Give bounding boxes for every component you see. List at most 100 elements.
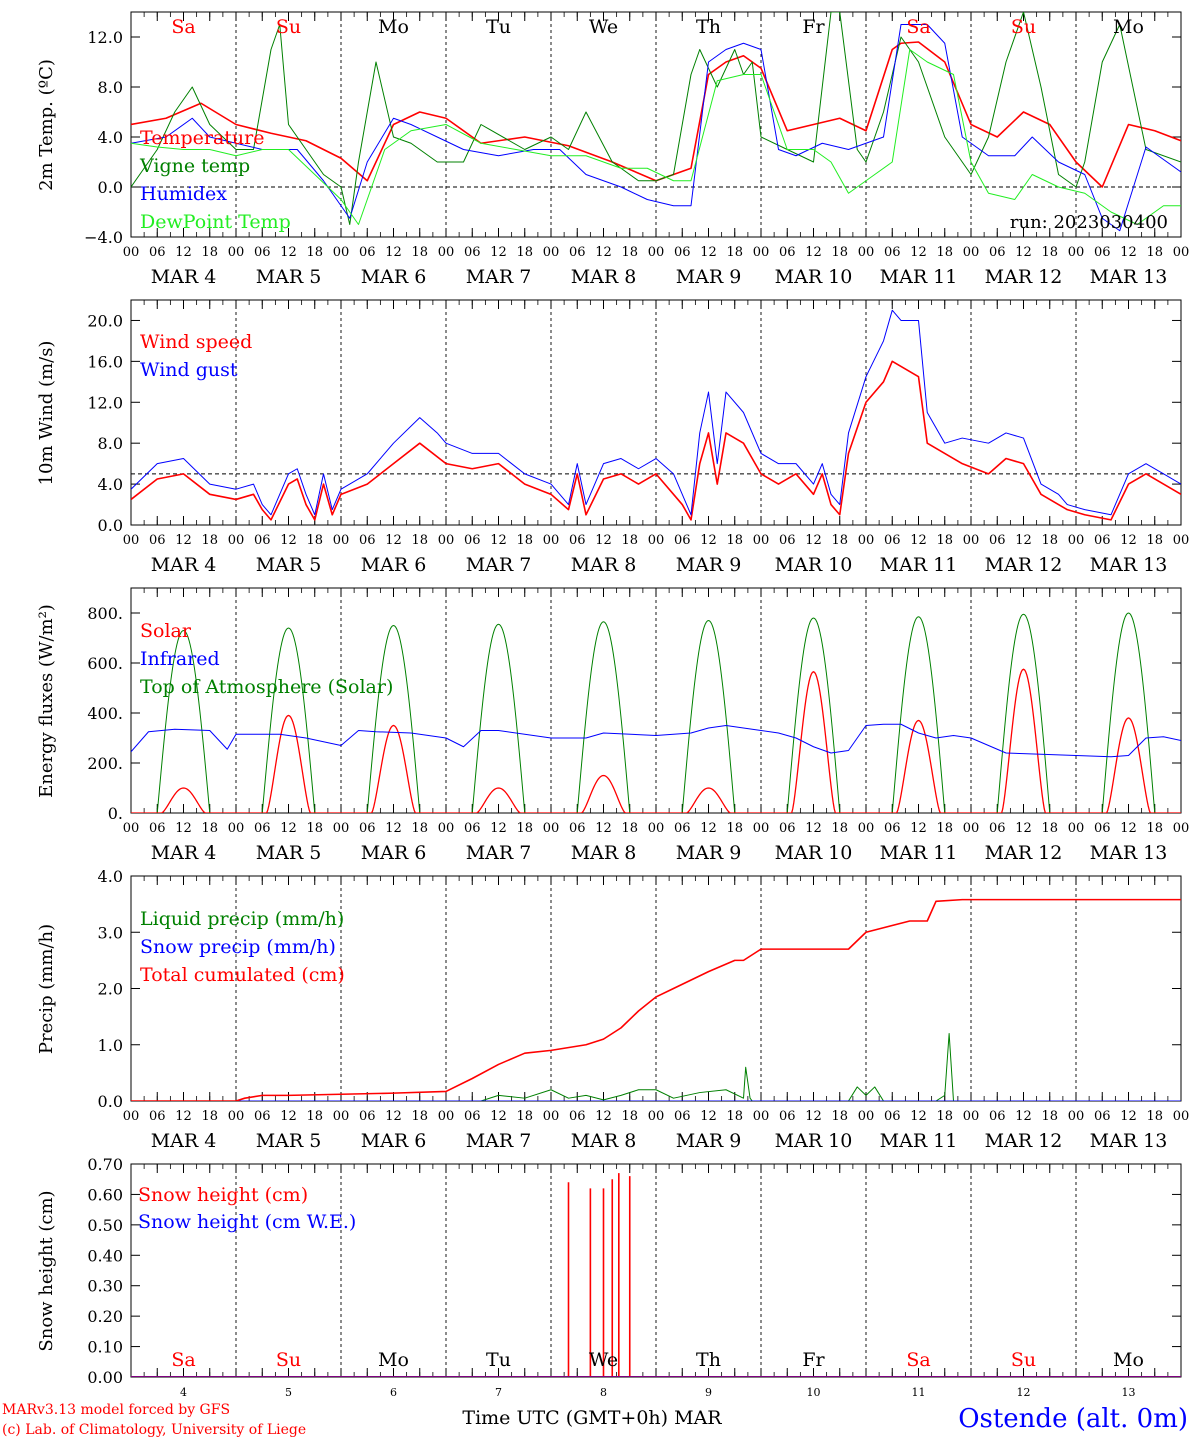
hour-tick-label: 18 — [936, 533, 953, 548]
y-tick-label: 4.0 — [98, 475, 123, 494]
hour-tick-label: 12 — [1120, 1109, 1137, 1124]
hour-tick-label: 06 — [884, 533, 901, 548]
hour-tick-label: 00 — [753, 533, 770, 548]
hour-tick-label: 12 — [595, 533, 612, 548]
date-label: MAR 12 — [985, 1130, 1063, 1152]
y-tick-label: 20.0 — [87, 311, 123, 330]
date-label: MAR 10 — [775, 266, 853, 288]
hour-tick-label: 12 — [490, 533, 507, 548]
hour-tick-label: 12 — [490, 245, 507, 260]
date-label: MAR 8 — [571, 842, 637, 864]
legend-entry: Top of Atmosphere (Solar) — [140, 676, 393, 698]
legend-entry: Infrared — [140, 648, 220, 670]
date-label: MAR 9 — [676, 842, 742, 864]
hour-tick-label: 12 — [910, 1109, 927, 1124]
y-tick-label: 12.0 — [87, 393, 123, 412]
hour-tick-label: 06 — [359, 821, 376, 836]
legend-entry: Liquid precip (mm/h) — [140, 908, 344, 930]
weekday-label: Mo — [1113, 1349, 1144, 1371]
plot-area — [131, 898, 1181, 1101]
hour-tick-label: 18 — [411, 821, 428, 836]
hour-tick-label: 06 — [569, 533, 586, 548]
weekday-label: Su — [1011, 16, 1036, 38]
hour-tick-label: 18 — [831, 1109, 848, 1124]
weekday-label: Mo — [378, 1349, 409, 1371]
date-label: MAR 7 — [466, 1130, 532, 1152]
date-label: MAR 4 — [151, 266, 217, 288]
weekday-label: Sa — [171, 1349, 195, 1371]
wind-gust-line — [131, 309, 1181, 516]
hour-tick-label: 00 — [228, 245, 245, 260]
hour-tick-label: 12 — [805, 821, 822, 836]
hour-tick-label: 12 — [1015, 245, 1032, 260]
weekday-label: Sa — [906, 1349, 930, 1371]
date-label: MAR 4 — [151, 554, 217, 576]
hour-tick-label: 06 — [569, 245, 586, 260]
date-label: MAR 11 — [880, 266, 958, 288]
day-number-label: 6 — [390, 1386, 397, 1399]
hour-tick-label: 12 — [385, 821, 402, 836]
hour-tick-label: 12 — [490, 1109, 507, 1124]
y-axis-label: Snow height (cm) — [36, 1190, 57, 1351]
hour-tick-label: 18 — [726, 245, 743, 260]
hour-tick-label: 06 — [779, 245, 796, 260]
hour-tick-label: 00 — [438, 821, 455, 836]
day-number-label: 13 — [1122, 1386, 1136, 1399]
y-tick-label: 800. — [87, 604, 123, 623]
hour-tick-label: 00 — [438, 533, 455, 548]
hour-tick-label: 06 — [884, 245, 901, 260]
hour-tick-label: 06 — [989, 533, 1006, 548]
hour-tick-label: 00 — [438, 245, 455, 260]
date-label: MAR 7 — [466, 842, 532, 864]
date-label: MAR 7 — [466, 266, 532, 288]
hour-tick-label: 06 — [1094, 245, 1111, 260]
temperature-line — [131, 41, 1181, 188]
hour-tick-label: 00 — [1068, 1109, 1085, 1124]
weekday-label: Mo — [1113, 16, 1144, 38]
hour-tick-label: 06 — [989, 245, 1006, 260]
y-tick-label: 400. — [87, 704, 123, 723]
hour-tick-label: 12 — [700, 533, 717, 548]
date-label: MAR 12 — [985, 842, 1063, 864]
day-number-label: 7 — [495, 1386, 502, 1399]
hour-tick-label: 18 — [1146, 821, 1163, 836]
vigne-temp-line — [131, 12, 1181, 225]
y-tick-label: 600. — [87, 654, 123, 673]
date-label: MAR 8 — [571, 1130, 637, 1152]
hour-tick-label: 00 — [123, 1109, 140, 1124]
date-label: MAR 7 — [466, 554, 532, 576]
hour-tick-label: 12 — [385, 245, 402, 260]
day-number-label: 9 — [705, 1386, 712, 1399]
y-axis-label: Precip (mm/h) — [36, 924, 57, 1054]
hour-tick-label: 06 — [359, 1109, 376, 1124]
date-label: MAR 11 — [880, 842, 958, 864]
hour-tick-label: 00 — [123, 533, 140, 548]
hour-tick-label: 12 — [805, 1109, 822, 1124]
hour-tick-label: 18 — [201, 533, 218, 548]
weekday-label: Mo — [378, 16, 409, 38]
y-tick-label: 0.60 — [87, 1185, 123, 1204]
hour-tick-label: 18 — [1041, 245, 1058, 260]
legend-entry: Wind gust — [140, 359, 238, 381]
hour-tick-label: 12 — [1120, 821, 1137, 836]
day-number-label: 12 — [1017, 1386, 1031, 1399]
y-axis-label: Energy fluxes (W/m²) — [36, 604, 57, 798]
weekday-label: Tu — [486, 16, 511, 38]
weekday-label: Th — [696, 1349, 721, 1371]
hour-tick-label: 12 — [385, 533, 402, 548]
y-axis-label: 2m Temp. (ºC) — [36, 59, 57, 191]
date-label: MAR 9 — [676, 1130, 742, 1152]
hour-tick-label: 00 — [333, 1109, 350, 1124]
hour-tick-label: 12 — [700, 1109, 717, 1124]
hour-tick-label: 12 — [700, 821, 717, 836]
hour-tick-label: 18 — [621, 1109, 638, 1124]
hour-tick-label: 00 — [753, 1109, 770, 1124]
weekday-label: We — [589, 16, 618, 38]
hour-tick-label: 18 — [1146, 245, 1163, 260]
hour-tick-label: 06 — [1094, 533, 1111, 548]
hour-tick-label: 18 — [831, 821, 848, 836]
hour-tick-label: 18 — [516, 533, 533, 548]
day-number-label: 5 — [285, 1386, 292, 1399]
y-tick-label: 1.0 — [98, 1036, 123, 1055]
date-label: MAR 13 — [1090, 554, 1168, 576]
